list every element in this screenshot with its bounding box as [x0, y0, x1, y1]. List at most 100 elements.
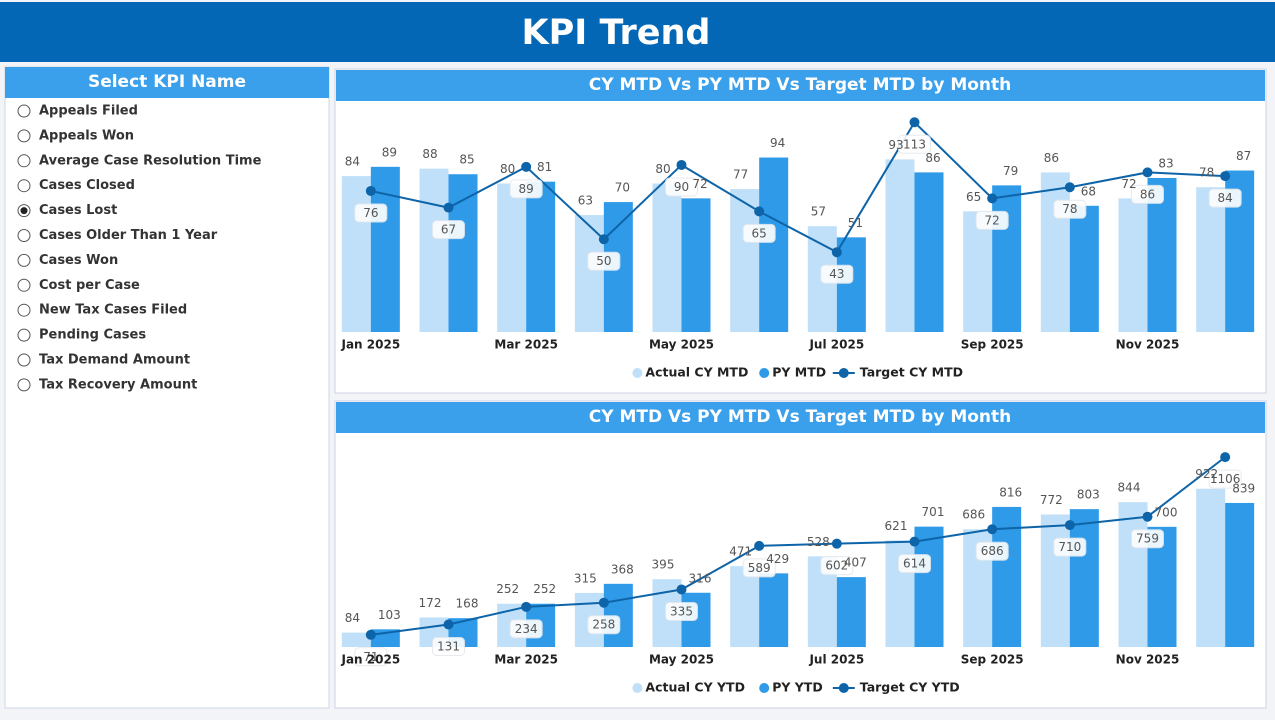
line-marker [365, 629, 376, 640]
slicer-item-label[interactable]: Appeals Won [39, 128, 134, 143]
data-label: 70 [615, 181, 630, 195]
data-label: 43 [829, 267, 844, 281]
slicer-item[interactable]: Cases Won [17, 253, 118, 268]
slicer-item-label[interactable]: Cases Lost [39, 203, 117, 218]
legend-label: PY YTD [772, 680, 823, 695]
slicer-item-label[interactable]: Appeals Filed [39, 104, 138, 119]
slicer-item[interactable]: Average Case Resolution Time [17, 153, 262, 168]
data-label: 51 [848, 216, 863, 230]
data-label: 621 [885, 519, 908, 533]
legend-label: Actual CY YTD [645, 680, 745, 695]
slicer-item-label[interactable]: Average Case Resolution Time [39, 153, 262, 168]
radio[interactable] [17, 303, 31, 317]
bar [1069, 205, 1099, 332]
line-marker [443, 619, 454, 630]
radio[interactable] [17, 353, 31, 367]
slicer-item-label[interactable]: Cases Older Than 1 Year [39, 228, 218, 243]
slicer-item[interactable]: Cost per Case [17, 278, 140, 293]
data-label: 710 [1058, 540, 1081, 554]
label-box [820, 264, 854, 284]
radio[interactable] [17, 378, 31, 392]
slicer-item-label[interactable]: Cases Closed [39, 178, 135, 193]
slicer-item[interactable]: New Tax Cases Filed [17, 303, 187, 318]
label-box [432, 637, 465, 657]
label-box [1053, 537, 1087, 557]
line-marker [521, 601, 532, 612]
data-label: 686 [981, 544, 1004, 558]
slicer-item-label[interactable]: Cases Won [39, 253, 118, 268]
label-box [820, 556, 854, 576]
slicer-title: Select KPI Name [88, 72, 246, 92]
radio[interactable] [17, 179, 31, 193]
x-tick-label: Jul 2025 [808, 338, 864, 352]
radio-dot[interactable] [20, 207, 28, 215]
radio[interactable] [17, 278, 31, 292]
legend-item: Target CY MTD [832, 365, 963, 380]
data-label: 84 [1218, 191, 1233, 205]
data-label: 429 [766, 552, 789, 566]
label-box [509, 179, 543, 199]
line-marker [598, 234, 609, 245]
bar [1225, 502, 1255, 647]
bar [681, 198, 711, 332]
slicer-item-label[interactable]: Cost per Case [39, 278, 140, 293]
radio[interactable] [17, 229, 31, 242]
label-box [509, 619, 543, 639]
label-box [898, 554, 931, 574]
line-marker [443, 202, 454, 213]
bar [1118, 502, 1148, 647]
data-label: 407 [844, 556, 867, 570]
data-label: 395 [652, 558, 675, 572]
data-label: 78 [1062, 202, 1077, 216]
data-label: 93 [888, 138, 903, 152]
line-marker [987, 524, 998, 535]
data-label: 589 [748, 561, 771, 575]
slicer-item-label[interactable]: Tax Demand Amount [39, 353, 190, 368]
slicer-item[interactable]: Cases Lost [17, 203, 117, 218]
line-marker [909, 117, 920, 128]
radio[interactable] [17, 129, 31, 143]
label-box [665, 601, 698, 621]
line-marker [909, 536, 920, 547]
slicer-item[interactable]: Cases Older Than 1 Year [17, 228, 218, 243]
data-label: 131 [437, 640, 460, 654]
data-label: 89 [382, 145, 397, 159]
label-box [898, 134, 931, 154]
data-label: 86 [1140, 187, 1155, 201]
slicer-item[interactable]: Pending Cases [17, 328, 146, 343]
chart-panel [334, 400, 1267, 709]
data-label: 85 [459, 153, 474, 167]
slicer-item-label[interactable]: Tax Recovery Amount [39, 377, 197, 392]
label-box [354, 647, 388, 667]
bar [1196, 488, 1226, 647]
slicer-item-label[interactable]: New Tax Cases Filed [39, 303, 187, 318]
slicer-item-label[interactable]: Pending Cases [39, 328, 146, 343]
data-label: 316 [689, 571, 712, 585]
chart-panel [334, 68, 1267, 394]
data-label: 88 [422, 147, 437, 161]
data-label: 87 [1236, 149, 1251, 163]
data-label: 86 [1044, 151, 1059, 165]
label-box [665, 177, 698, 197]
slicer-item[interactable]: Cases Closed [17, 178, 135, 193]
data-label: 94 [770, 136, 785, 150]
slicer-item[interactable]: Appeals Won [17, 128, 134, 143]
radio[interactable] [17, 253, 31, 267]
label-box [742, 558, 776, 578]
data-label: 72 [692, 177, 707, 191]
slicer-item[interactable]: Tax Recovery Amount [17, 377, 197, 392]
bar [574, 215, 604, 332]
bar [1196, 187, 1226, 332]
radio[interactable] [17, 328, 31, 342]
radio[interactable] [17, 104, 31, 118]
data-label: 701 [922, 505, 945, 519]
slicer-item[interactable]: Tax Demand Amount [17, 353, 190, 368]
data-label: 759 [1136, 532, 1159, 546]
data-label: 84 [345, 611, 360, 625]
data-label: 65 [752, 226, 767, 240]
line-marker [1142, 167, 1153, 178]
label-box [975, 541, 1009, 561]
legend-item: Actual CY YTD [632, 680, 745, 695]
radio[interactable] [17, 154, 31, 168]
slicer-item[interactable]: Appeals Filed [17, 104, 138, 119]
